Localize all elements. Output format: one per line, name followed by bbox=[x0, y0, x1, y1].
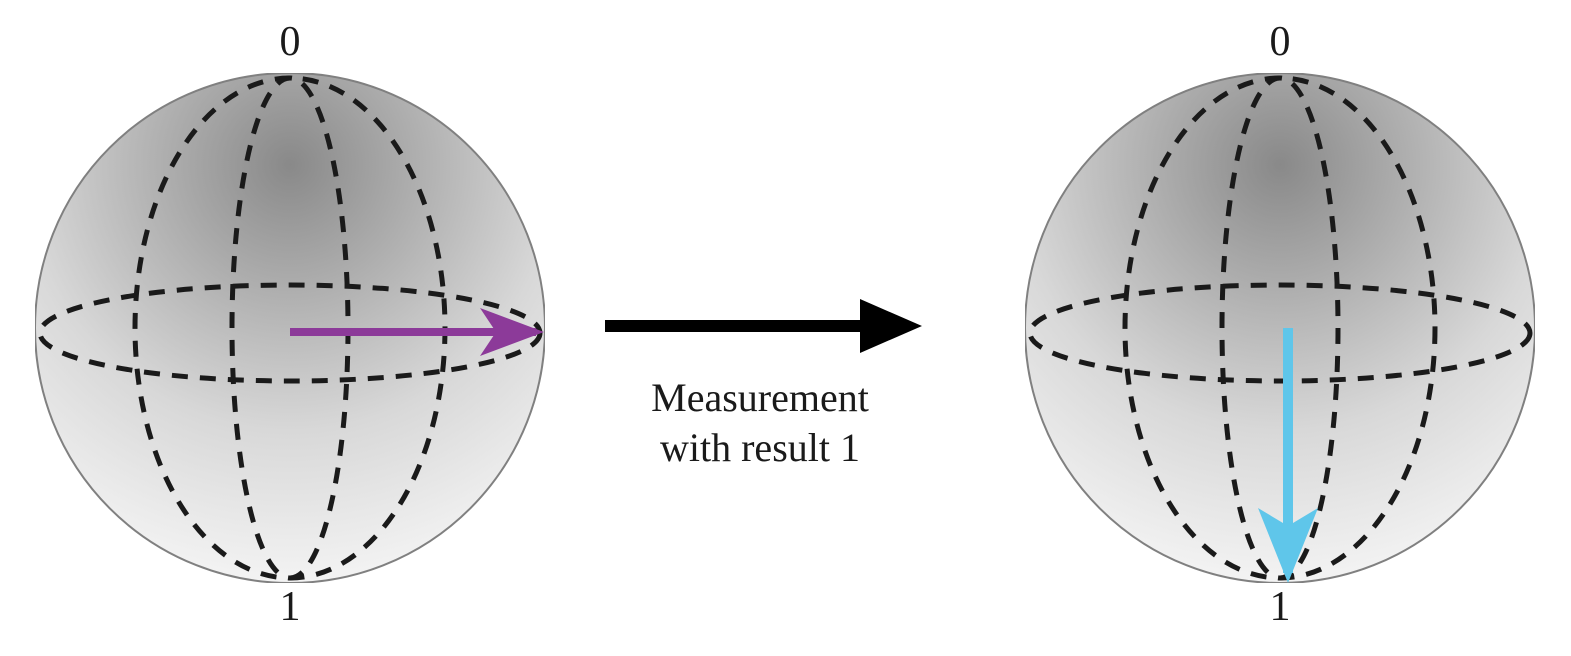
left-sphere-svg bbox=[35, 73, 545, 583]
caption-line-1: Measurement bbox=[600, 373, 920, 423]
right-sphere-top-label: 0 bbox=[1260, 18, 1300, 66]
transition-caption: Measurement with result 1 bbox=[600, 373, 920, 473]
right-sphere-bottom-label: 1 bbox=[1260, 583, 1300, 631]
transition-arrow bbox=[600, 295, 930, 365]
sphere-fill bbox=[1025, 73, 1535, 583]
right-sphere-svg bbox=[1025, 73, 1535, 583]
caption-line-2: with result 1 bbox=[600, 423, 920, 473]
figure-root: 0 1 Measurement with result 1 bbox=[0, 0, 1571, 656]
left-bloch-sphere: 0 1 bbox=[35, 73, 545, 583]
left-sphere-top-label: 0 bbox=[270, 18, 310, 66]
left-sphere-bottom-label: 1 bbox=[270, 583, 310, 631]
right-bloch-sphere: 0 1 bbox=[1025, 73, 1535, 583]
